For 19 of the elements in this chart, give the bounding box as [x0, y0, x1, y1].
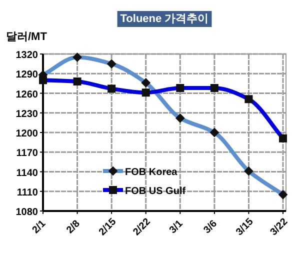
x-tick-label: 3/6: [202, 218, 220, 236]
y-axis-title: 달러/MT: [6, 31, 48, 43]
y-tick-label: 1290: [16, 70, 38, 81]
y-tick-label: 1140: [16, 168, 38, 179]
y-tick-label: 1170: [16, 148, 38, 160]
y-tick-label: 1200: [16, 128, 38, 140]
legend-label: FOB Korea: [125, 167, 178, 178]
chart-title: Toluene 가격추이: [120, 13, 209, 25]
y-tick-label: 1260: [16, 89, 38, 100]
title: Toluene 가격추이: [117, 11, 212, 27]
y-tick-label: 1230: [16, 108, 38, 120]
x-tick-label: 2/1: [30, 218, 48, 236]
y-tick-label: 1110: [16, 187, 38, 198]
y-tick-label: 1080: [16, 207, 38, 218]
x-tick-label: 3/22: [268, 216, 290, 238]
legend-label: FOB US Gulf: [125, 186, 186, 197]
y-tick-label: 1320: [16, 50, 38, 61]
x-tick-label: 2/8: [64, 218, 83, 236]
x-tick-label: 3/1: [168, 218, 186, 236]
